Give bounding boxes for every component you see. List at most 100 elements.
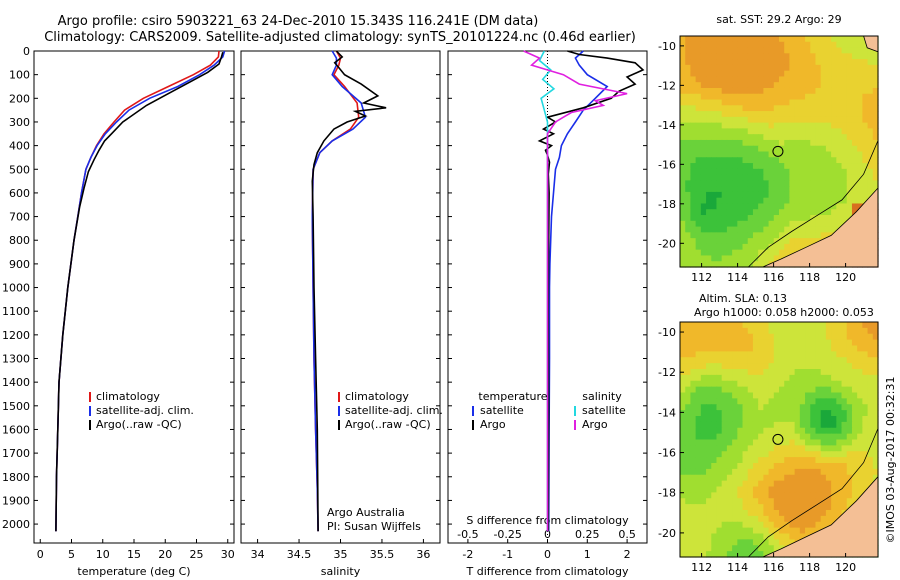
sla_map-cell [747, 398, 754, 405]
sla_map-cell [867, 433, 874, 441]
sla_map-cell [799, 427, 806, 435]
sst_map-cell [721, 53, 728, 60]
sla_map-cell [768, 498, 775, 505]
temperature-xtick-label: 25 [190, 548, 204, 561]
sla_map-cell [784, 333, 791, 341]
sst_map-cell [841, 157, 848, 164]
sla_map-cell [680, 539, 686, 546]
sla_map-cell [862, 386, 869, 394]
sla_map-cell [716, 421, 723, 429]
sla_map-cell [862, 380, 869, 388]
sst_map-cell [758, 232, 764, 239]
sla_map-cell [851, 498, 858, 505]
sst_map-cell [794, 59, 801, 66]
sla_map-cell [747, 480, 754, 488]
sla_map-cell [779, 345, 785, 352]
sst_map-cell [779, 105, 785, 112]
sla_map-cell [820, 374, 827, 382]
sst_map-cell [805, 215, 811, 222]
sst_map-cell [768, 70, 775, 78]
sst_map-cell [784, 145, 791, 153]
sst_map-cell [721, 255, 728, 262]
sst_map-cell [742, 139, 749, 147]
sst_map-cell [747, 87, 754, 95]
sla_map-cell [737, 363, 744, 370]
sst_map-cell [825, 186, 832, 193]
sst_map-cell [706, 151, 712, 158]
sla_map-cell [836, 322, 843, 329]
sst_map-cell [825, 226, 832, 233]
sst_map-cell [747, 215, 754, 222]
sst_map-cell [799, 238, 806, 245]
sla_map-cell [815, 480, 822, 488]
sst_map-cell [732, 163, 738, 170]
sst_map-cell [815, 76, 822, 83]
sla_map-cell [794, 392, 801, 399]
sla_map-cell [836, 339, 843, 347]
sla_map-cell [789, 386, 796, 394]
sla_map-cell [763, 374, 770, 382]
sla_map-cell [680, 327, 686, 335]
sla_map-cell [846, 351, 853, 358]
sst_map-cell [846, 99, 853, 106]
sst_map-cell [752, 232, 759, 239]
sst_map-cell [846, 191, 853, 199]
sst_map-cell [831, 168, 837, 176]
sst_map-cell [872, 186, 879, 193]
sla_map-cell [857, 451, 863, 458]
sst_map-cell [794, 64, 801, 72]
sst_map-cell [784, 105, 791, 112]
sla_map-cell [747, 492, 754, 499]
sla_map-cell [841, 421, 848, 429]
sst_map-cell [862, 151, 869, 158]
sst_map-cell [737, 180, 744, 187]
sla_map-cell [680, 386, 686, 394]
sla_map-cell [851, 392, 858, 399]
sla_map-xtick-label: 118 [799, 561, 820, 574]
sst_map-cell [763, 215, 770, 222]
sst_map-cell [841, 168, 848, 176]
sst_map-cell [867, 163, 874, 170]
sla_map-cell [763, 451, 770, 458]
sst_map-cell [867, 116, 874, 124]
sst_map-cell [831, 82, 837, 89]
sst_map-cell [752, 116, 759, 124]
sst_map-cell [820, 111, 827, 118]
sla_map-cell [836, 451, 843, 458]
sst_map-cell [711, 261, 718, 268]
sla_map-cell [815, 521, 822, 529]
sst_map-cell [841, 93, 848, 101]
sst_map-cell [857, 47, 863, 54]
sla_map-cell [794, 398, 801, 405]
sla_map-cell [758, 457, 764, 464]
sst_map-cell [820, 36, 827, 43]
difference-profile-panel: -2 -1 0 1 2T difference from climatology-0.5… [447, 50, 648, 578]
sst_map-cell [742, 232, 749, 239]
sla_map-cell [831, 398, 837, 405]
sst_map-cell [721, 180, 728, 187]
sst_map-cell [784, 36, 791, 43]
sst_map-cell [799, 111, 806, 118]
sst_map-cell [862, 64, 869, 72]
sst_map-cell [851, 128, 858, 135]
sla_map-cell [846, 345, 853, 352]
sla_map-cell [794, 445, 801, 452]
sst_map-cell [836, 59, 843, 66]
sst_map-cell [726, 197, 733, 205]
sla_map-cell [872, 392, 879, 399]
sla_map-cell [721, 539, 728, 546]
sla_map-cell [747, 386, 754, 394]
sst_map-cell [737, 70, 744, 78]
sla_map-cell [820, 463, 827, 470]
sst_map-cell [690, 163, 697, 170]
sla_map-cell [768, 433, 775, 441]
sla_map-cell [784, 539, 791, 546]
sla_map-cell [706, 451, 712, 458]
sla_map-cell [825, 451, 832, 458]
sla_map-cell [690, 374, 697, 382]
sla_map-cell [825, 515, 832, 523]
sst_map-cell [784, 99, 791, 106]
sst_map-ytick-label: -14 [658, 119, 676, 132]
sst_map-cell [794, 41, 801, 49]
